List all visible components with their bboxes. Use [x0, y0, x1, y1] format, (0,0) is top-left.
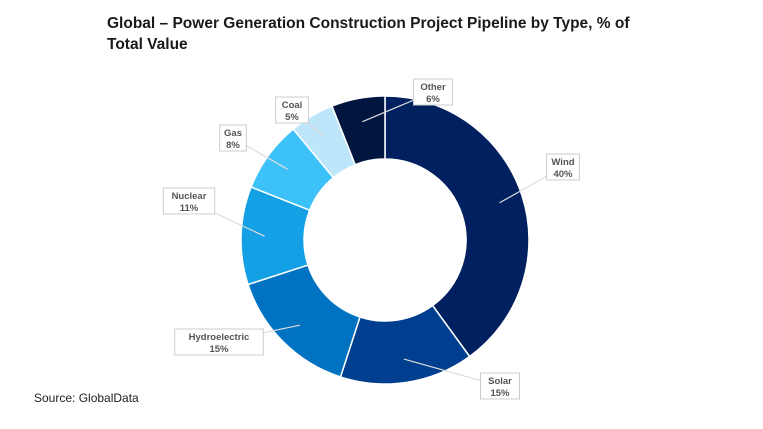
value-label: 40% — [553, 169, 573, 180]
data-label-box — [162, 187, 216, 215]
data-label-box — [275, 96, 309, 124]
value-label: 11% — [180, 203, 199, 214]
category-label: Coal — [282, 100, 303, 111]
data-label-box — [174, 328, 264, 356]
data-label-box — [413, 78, 453, 106]
data-label-box — [219, 124, 247, 152]
data-label-box — [546, 153, 580, 181]
chart-title: Global – Power Generation Construction P… — [107, 15, 630, 53]
category-label: Hydroelectric — [189, 332, 250, 343]
category-label: Gas — [224, 128, 242, 139]
category-label: Solar — [488, 376, 512, 387]
category-label: Nuclear — [172, 191, 207, 202]
category-label: Other — [420, 82, 446, 93]
data-label-box — [480, 372, 520, 400]
value-label: 5% — [285, 112, 299, 123]
value-label: 15% — [209, 344, 229, 355]
value-label: 6% — [426, 94, 440, 105]
slice-hydroelectric — [247, 264, 361, 378]
value-label: 15% — [490, 388, 510, 399]
slice-wind — [384, 95, 530, 358]
slice-other — [331, 95, 386, 166]
value-label: 8% — [226, 140, 240, 151]
source-note: Source: GlobalData — [34, 391, 139, 405]
category-label: Wind — [551, 157, 574, 168]
